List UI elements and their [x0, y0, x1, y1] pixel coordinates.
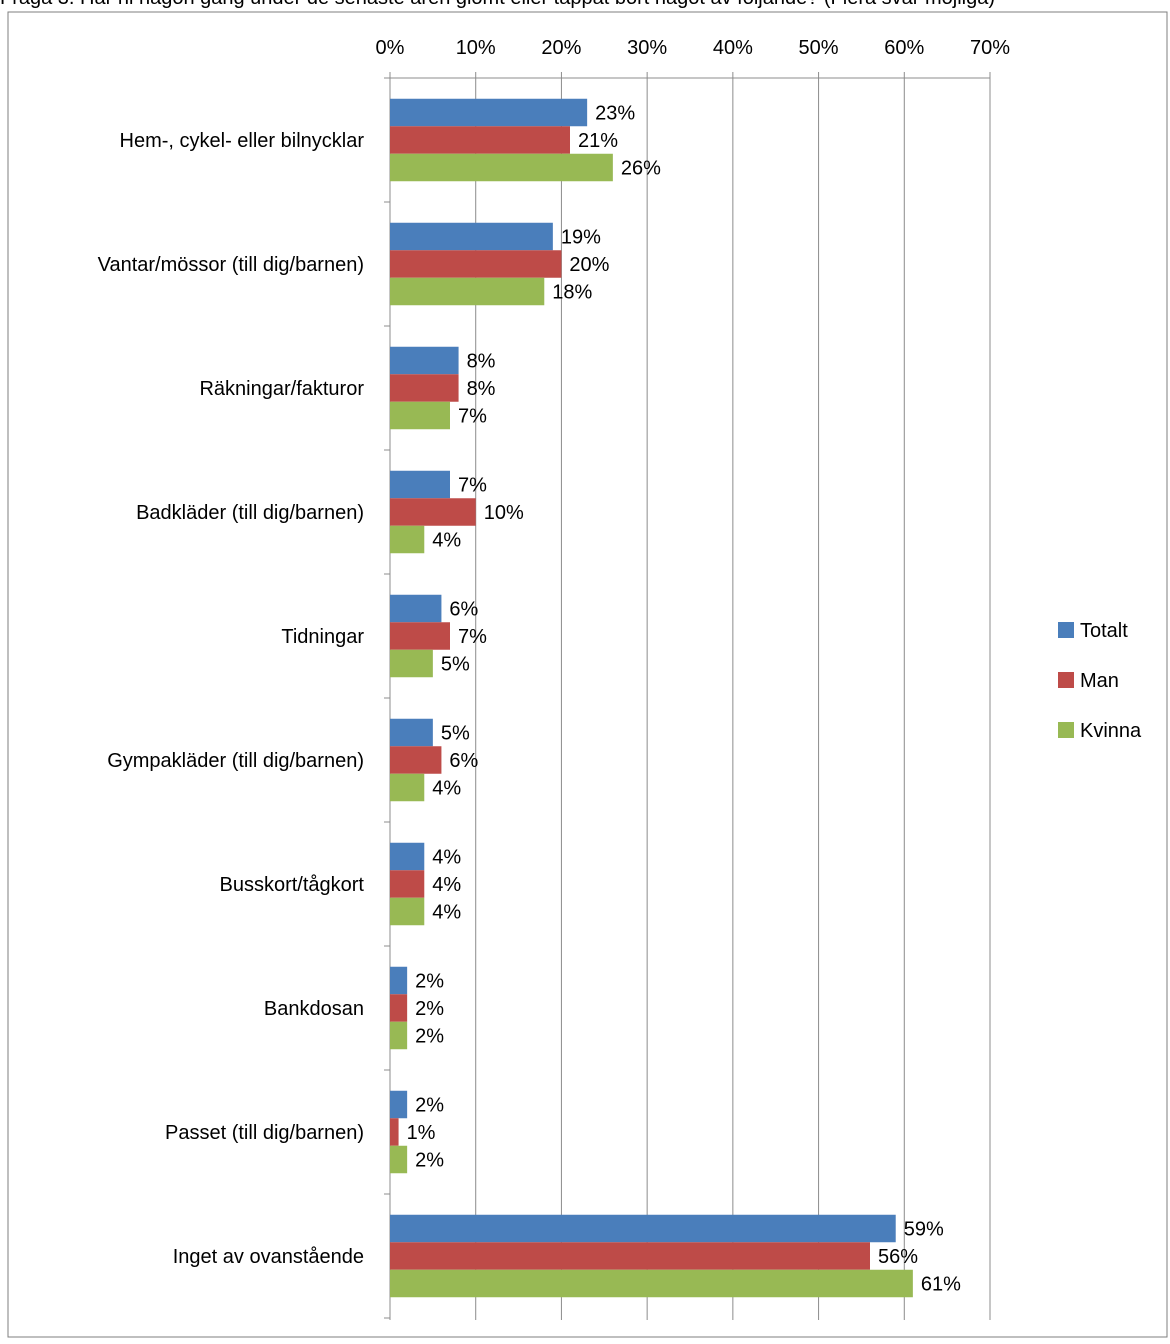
- data-label-kvinna: 2%: [415, 1026, 444, 1048]
- bar-kvinna-tidningar: [390, 649, 433, 678]
- bar-kvinna-inget-av-ovanstående: [390, 1269, 913, 1298]
- legend-label-kvinna: Kvinna: [1080, 720, 1142, 742]
- data-label-totalt: 2%: [415, 971, 444, 993]
- data-label-man: 1%: [407, 1122, 436, 1144]
- data-label-totalt: 8%: [467, 351, 496, 373]
- bar-totalt-gympakläder-till-dig-barnen: [390, 718, 433, 747]
- legend-label-totalt: Totalt: [1080, 620, 1128, 642]
- category-label-badkläder-till-dig-barnen: Badkläder (till dig/barnen): [136, 502, 364, 524]
- data-label-kvinna: 18%: [552, 282, 592, 304]
- data-label-kvinna: 61%: [921, 1274, 961, 1296]
- chart-frame: [7, 11, 1168, 1338]
- legend-swatch-man: [1058, 672, 1074, 688]
- bar-totalt-tidningar: [390, 594, 442, 623]
- category-label-tidningar: Tidningar: [281, 626, 364, 648]
- data-label-kvinna: 2%: [415, 1150, 444, 1172]
- bar-kvinna-bankdosan: [390, 1021, 408, 1050]
- data-label-kvinna: 4%: [432, 530, 461, 552]
- x-tick-label: 70%: [970, 37, 1010, 59]
- bar-kvinna-busskort-tågkort: [390, 897, 425, 926]
- data-label-totalt: 19%: [561, 227, 601, 249]
- data-label-totalt: 2%: [415, 1095, 444, 1117]
- category-label-vantar-mössor-till-dig-barnen: Vantar/mössor (till dig/barnen): [98, 254, 364, 276]
- data-label-totalt: 4%: [432, 847, 461, 869]
- x-tick-label: 50%: [799, 37, 839, 59]
- category-label-passet-till-dig-barnen: Passet (till dig/barnen): [165, 1122, 364, 1144]
- chart-caption: Fråga 3. Har ni någon gång under de sena…: [0, 0, 1170, 11]
- bar-man-badkläder-till-dig-barnen: [390, 498, 476, 526]
- category-label-bankdosan: Bankdosan: [264, 998, 364, 1020]
- data-label-totalt: 6%: [449, 599, 478, 621]
- data-label-kvinna: 4%: [432, 902, 461, 924]
- legend-swatch-totalt: [1058, 622, 1074, 638]
- bar-totalt-busskort-tågkort: [390, 842, 425, 871]
- data-label-totalt: 5%: [441, 723, 470, 745]
- bar-man-passet-till-dig-barnen: [390, 1118, 399, 1146]
- category-label-busskort-tågkort: Busskort/tågkort: [219, 874, 364, 896]
- data-label-man: 10%: [484, 502, 524, 524]
- data-label-man: 21%: [578, 130, 618, 152]
- bar-man-bankdosan: [390, 994, 408, 1022]
- category-label-inget-av-ovanstående: Inget av ovanstående: [173, 1246, 364, 1268]
- data-label-man: 20%: [569, 254, 609, 276]
- bar-man-räkningar-fakturor: [390, 374, 459, 402]
- bar-man-inget-av-ovanstående: [390, 1242, 870, 1270]
- data-label-kvinna: 4%: [432, 778, 461, 800]
- bar-man-vantar-mössor-till-dig-barnen: [390, 250, 562, 278]
- category-label-gympakläder-till-dig-barnen: Gympakläder (till dig/barnen): [107, 750, 364, 772]
- x-tick-label: 30%: [627, 37, 667, 59]
- legend-swatch-kvinna: [1058, 722, 1074, 738]
- bar-totalt-passet-till-dig-barnen: [390, 1090, 408, 1119]
- category-label-räkningar-fakturor: Räkningar/fakturor: [199, 378, 364, 400]
- x-tick-label: 40%: [713, 37, 753, 59]
- x-tick-label: 20%: [541, 37, 581, 59]
- bar-kvinna-passet-till-dig-barnen: [390, 1145, 408, 1174]
- legend-label-man: Man: [1080, 670, 1119, 692]
- data-label-man: 8%: [467, 378, 496, 400]
- bar-man-gympakläder-till-dig-barnen: [390, 746, 442, 774]
- bar-kvinna-badkläder-till-dig-barnen: [390, 525, 425, 554]
- data-label-kvinna: 26%: [621, 158, 661, 180]
- bar-kvinna-hem-cykel-eller-bilnycklar: [390, 153, 613, 182]
- data-label-man: 4%: [432, 874, 461, 896]
- bar-totalt-badkläder-till-dig-barnen: [390, 470, 450, 499]
- data-label-kvinna: 7%: [458, 406, 487, 428]
- bar-totalt-räkningar-fakturor: [390, 346, 459, 375]
- bar-totalt-inget-av-ovanstående: [390, 1214, 896, 1243]
- bar-totalt-hem-cykel-eller-bilnycklar: [390, 98, 588, 127]
- bar-kvinna-gympakläder-till-dig-barnen: [390, 773, 425, 802]
- bar-man-hem-cykel-eller-bilnycklar: [390, 126, 570, 154]
- bar-totalt-vantar-mössor-till-dig-barnen: [390, 222, 553, 251]
- data-label-totalt: 7%: [458, 475, 487, 497]
- data-label-man: 7%: [458, 626, 487, 648]
- bar-kvinna-räkningar-fakturor: [390, 401, 450, 430]
- category-label-hem-cykel-eller-bilnycklar: Hem-, cykel- eller bilnycklar: [120, 130, 365, 152]
- data-label-totalt: 59%: [904, 1219, 944, 1241]
- data-label-man: 56%: [878, 1246, 918, 1268]
- data-label-man: 2%: [415, 998, 444, 1020]
- bar-man-tidningar: [390, 622, 450, 650]
- bar-man-busskort-tågkort: [390, 870, 425, 898]
- data-label-kvinna: 5%: [441, 654, 470, 676]
- x-tick-label: 60%: [884, 37, 924, 59]
- bar-totalt-bankdosan: [390, 966, 408, 995]
- x-tick-label: 10%: [456, 37, 496, 59]
- data-label-man: 6%: [449, 750, 478, 772]
- x-tick-label: 0%: [376, 37, 405, 59]
- data-label-totalt: 23%: [595, 103, 635, 125]
- bar-kvinna-vantar-mössor-till-dig-barnen: [390, 277, 545, 306]
